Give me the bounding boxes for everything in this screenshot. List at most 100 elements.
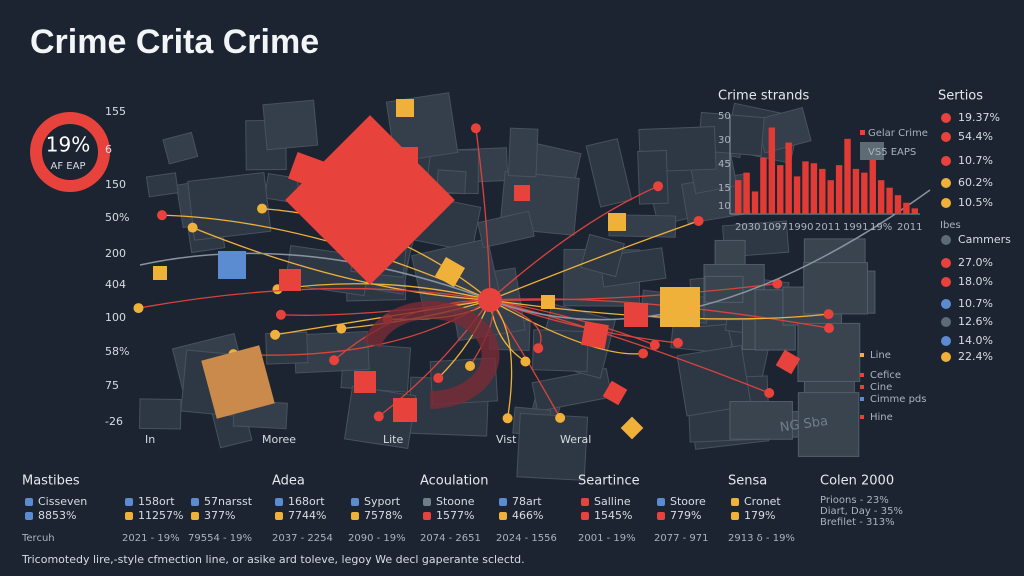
axis-label: 75	[105, 379, 119, 392]
footer-item: 8853%	[38, 509, 76, 522]
marker	[270, 329, 281, 340]
hist-y-label: 45	[718, 159, 731, 170]
route	[489, 299, 770, 394]
sidebar-item-dot	[941, 352, 951, 362]
marker	[533, 343, 544, 354]
sidebar-item-dot	[941, 336, 951, 346]
caption: Tricomotedy lire,-style cfmection line, …	[21, 553, 525, 566]
sidebar-title: Sertios	[938, 89, 983, 104]
sidebar-item: 27.0%	[958, 256, 993, 269]
hist-y-label: 15	[718, 183, 731, 194]
incident	[434, 256, 466, 288]
hist-bar	[743, 172, 750, 214]
incident	[602, 380, 628, 406]
hist-x-label: 2011	[815, 222, 840, 233]
marker	[502, 413, 513, 424]
footer-dot	[275, 512, 283, 520]
footer-item: 1545%	[594, 509, 632, 522]
marker	[373, 411, 384, 422]
axis-label: 100	[105, 311, 126, 324]
hist-bar	[785, 142, 792, 214]
hist-bar	[760, 157, 767, 214]
sidebar-item-dot	[941, 258, 951, 268]
footer-dot	[581, 498, 589, 506]
route	[280, 299, 491, 316]
incident	[398, 147, 418, 167]
marker	[824, 323, 835, 334]
footer-item: 7578%	[364, 509, 402, 522]
hist-bar	[819, 168, 826, 214]
title: Crime Crita Crime	[30, 23, 319, 61]
incident	[393, 398, 417, 422]
marker	[653, 181, 664, 192]
incident	[354, 371, 376, 393]
marker	[520, 356, 531, 367]
hist-y-label: 50	[718, 111, 731, 122]
axis-label: -26	[105, 415, 123, 428]
sidebar-item-dot	[941, 317, 951, 327]
sidebar-group-dot	[941, 235, 951, 245]
incident	[620, 416, 644, 440]
incident	[288, 152, 324, 188]
footer-item: 168ort	[288, 495, 325, 508]
map-block	[145, 172, 179, 198]
incident	[153, 266, 167, 280]
footer-range: 2021 - 19%	[122, 533, 180, 544]
map-legend-label: Cimme pds	[870, 394, 926, 405]
footer-header: Seartince	[578, 474, 640, 489]
donut-value: 19%	[46, 133, 90, 157]
sidebar-item: 18.0%	[958, 275, 993, 288]
sidebar-item-dot	[941, 198, 951, 208]
axis-label: 150	[105, 178, 126, 191]
donut-ring	[30, 112, 110, 192]
footer-item: 158ort	[138, 495, 175, 508]
footer-dot	[731, 498, 739, 506]
hist-bar	[844, 138, 851, 214]
marker	[764, 387, 775, 398]
footer-header: Adea	[272, 474, 305, 489]
route	[489, 283, 778, 301]
footer-range: Tercuh	[21, 533, 55, 544]
map-block	[162, 131, 199, 165]
marker	[693, 215, 704, 226]
watermark: NG Sba	[779, 414, 829, 436]
map-legend-label: Hine	[870, 412, 893, 423]
incident	[541, 295, 555, 309]
map-bottom-label: Weral	[560, 433, 591, 446]
footer-item: Cisseven	[38, 495, 87, 508]
incident	[218, 251, 246, 279]
footer-item: 179%	[744, 509, 775, 522]
footer-range: 2913 δ - 19%	[728, 533, 795, 544]
sidebar-item-dot	[941, 132, 951, 142]
footer-item: Salline	[594, 495, 631, 508]
footer-dot	[731, 512, 739, 520]
map-block	[585, 138, 633, 208]
route	[475, 128, 491, 301]
marker	[672, 337, 683, 348]
marker	[555, 412, 566, 423]
axis-label: 155	[105, 105, 126, 118]
map-block	[187, 171, 272, 241]
hist-bar	[802, 161, 809, 214]
marker	[433, 373, 444, 384]
donut-label: AF EAP	[51, 161, 86, 172]
map-bottom-label: Vist	[496, 433, 517, 446]
legend-swatch	[860, 130, 865, 135]
map-block	[803, 262, 868, 315]
sidebar-item: 12.6%	[958, 315, 993, 328]
marker	[187, 222, 198, 233]
marker	[257, 203, 268, 214]
hotspot-center	[478, 288, 502, 312]
map-block	[516, 413, 589, 481]
hist-legend: VS5 EAPS	[868, 147, 916, 158]
footer-range: 2074 - 2651	[420, 533, 481, 544]
footer-dot	[423, 512, 431, 520]
footer-dot	[499, 498, 507, 506]
map-block	[262, 99, 319, 151]
sidebar-subtitle: Ibes	[940, 220, 961, 231]
hist-bar	[869, 150, 876, 214]
sidebar-item: 10.5%	[958, 196, 993, 209]
map-bottom-label: Lite	[383, 433, 403, 446]
hist-x-label: 1990	[788, 222, 813, 233]
